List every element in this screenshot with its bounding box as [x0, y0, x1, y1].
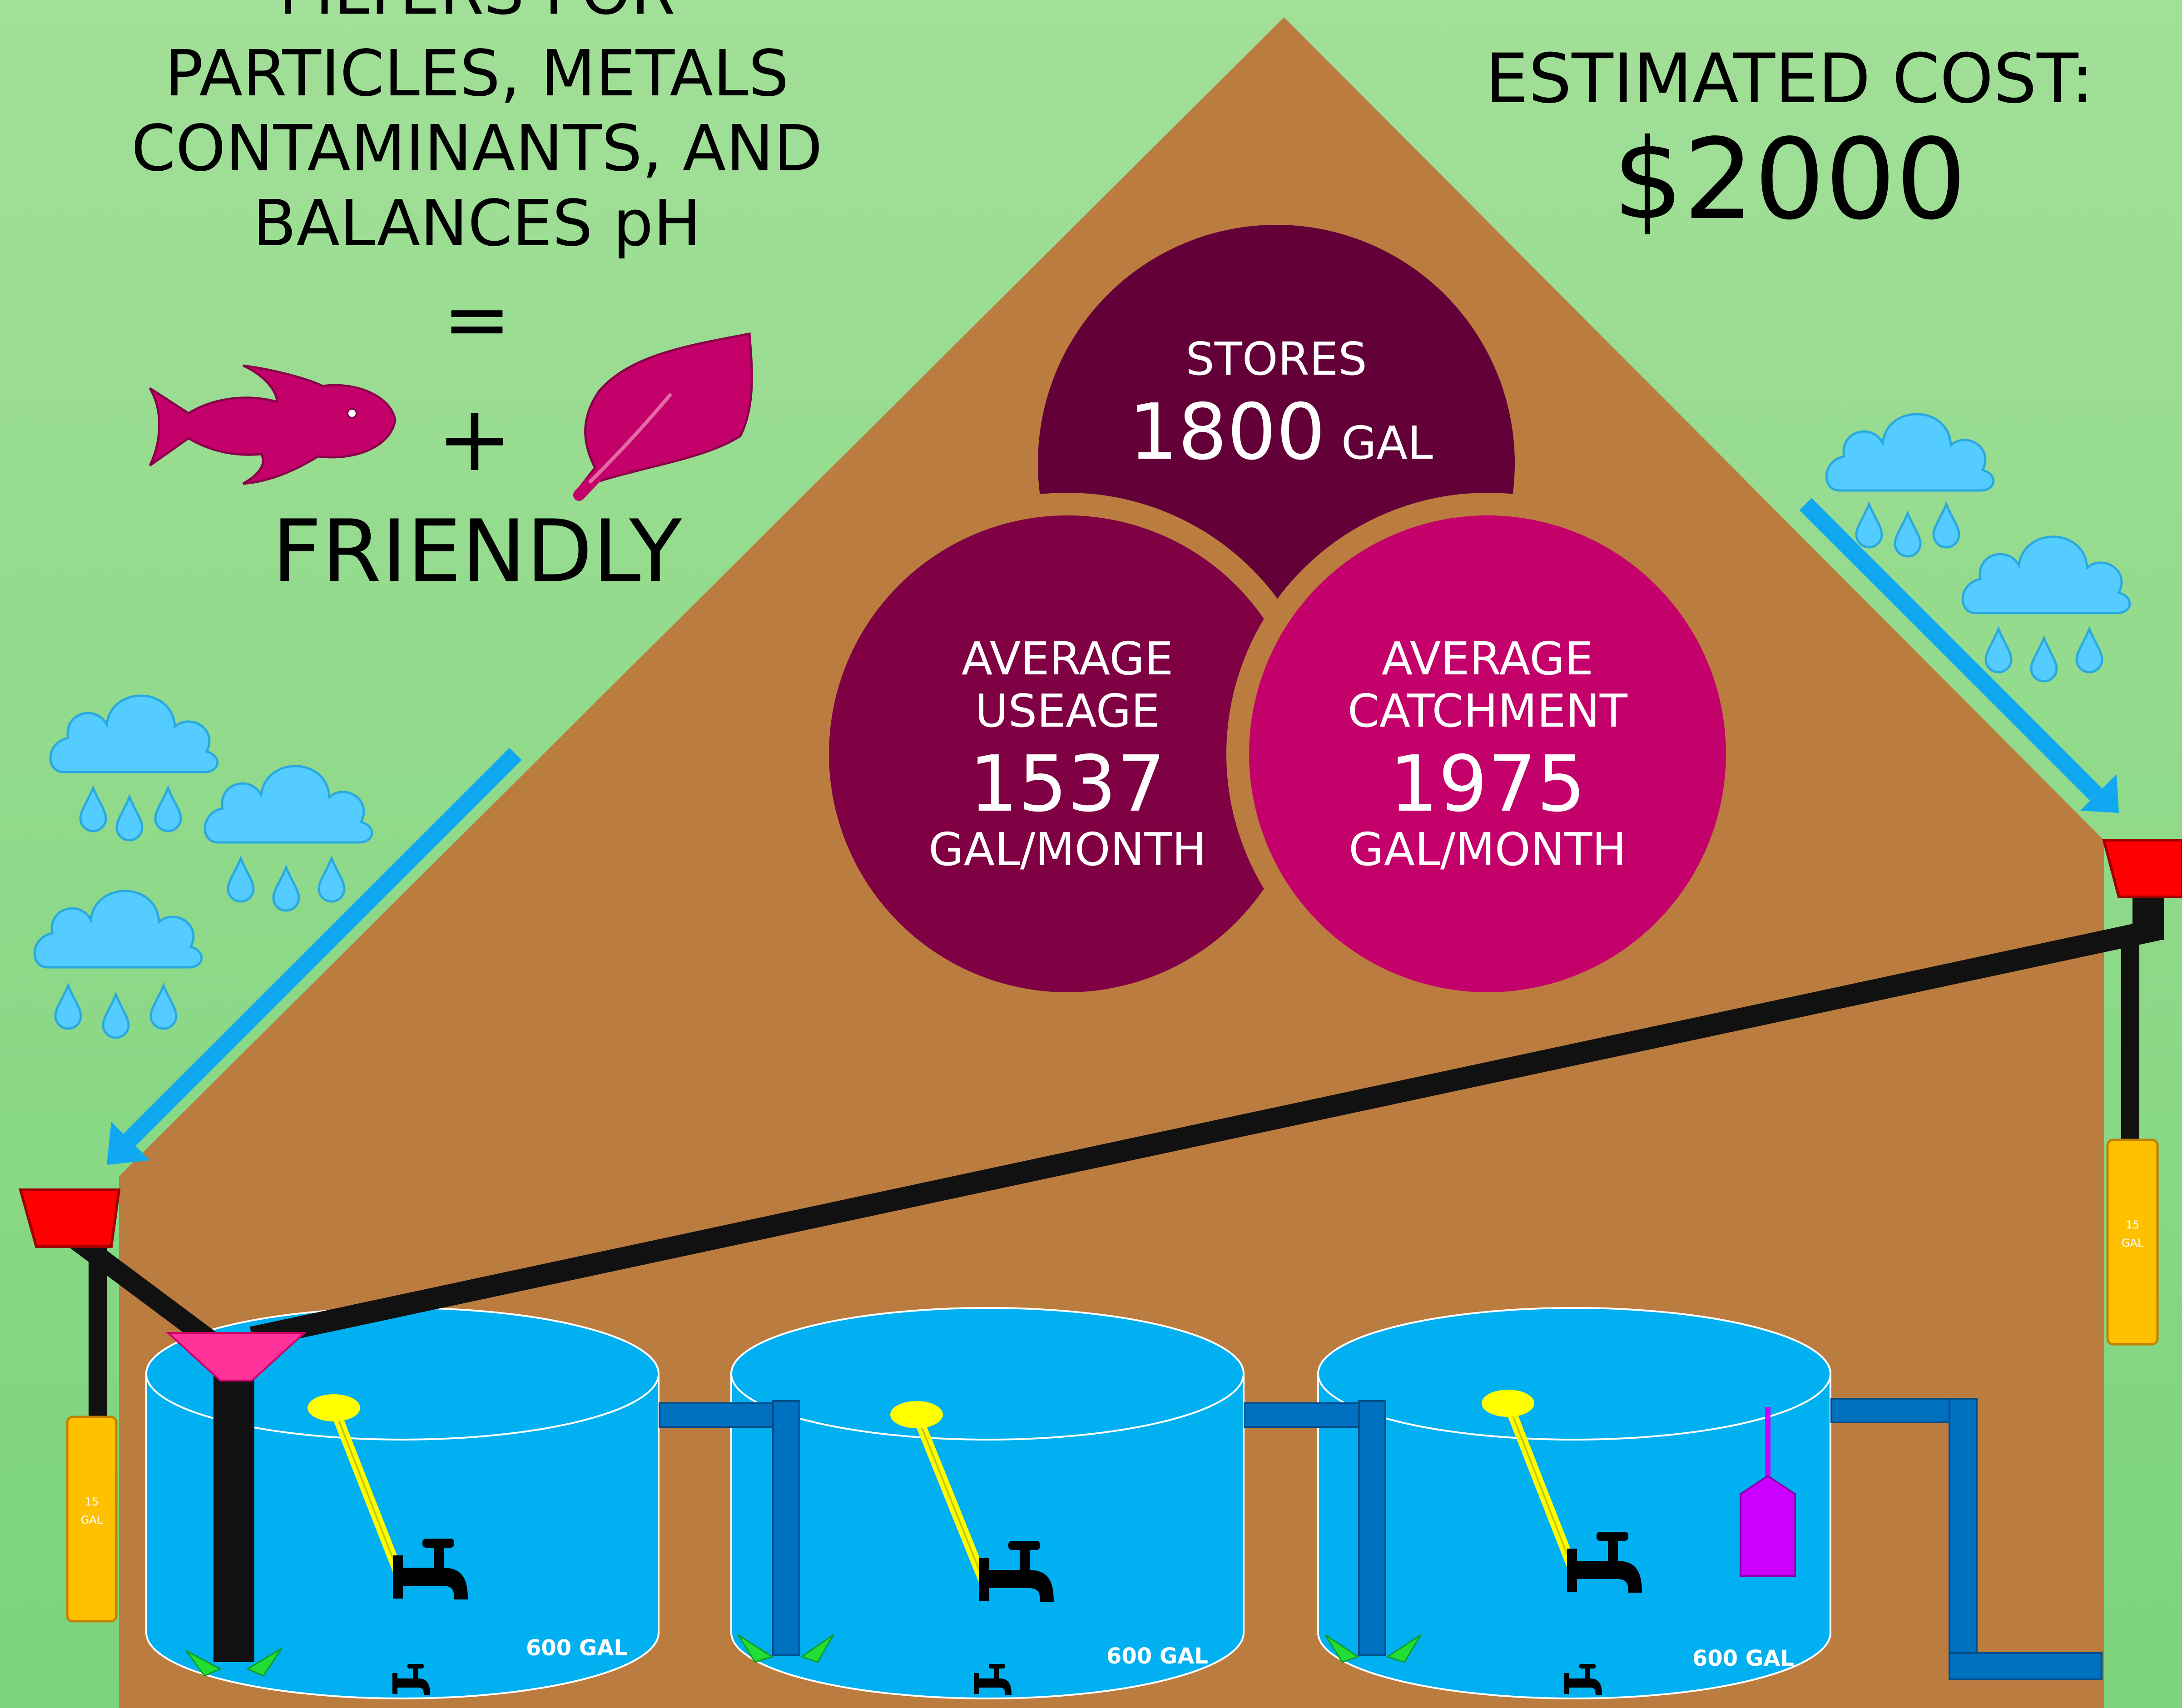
- flush-left-value: 15: [85, 1495, 99, 1508]
- catchment-value: 1975: [1389, 739, 1586, 829]
- tank-3-label: 600 GAL: [1692, 1646, 1794, 1671]
- estimated-cost-label: ESTIMATED COST:: [1485, 40, 2094, 119]
- catchment-unit: GAL/MONTH: [1349, 823, 1626, 876]
- usage-line-2: USEAGE: [975, 684, 1160, 738]
- filter-line-2: PARTICLES, METALS: [165, 37, 789, 111]
- estimated-cost-value: $2000: [1612, 115, 1966, 244]
- catchment-line-1: AVERAGE: [1382, 632, 1593, 685]
- catchment-line-2: CATCHMENT: [1348, 684, 1628, 738]
- usage-line-1: AVERAGE: [962, 632, 1173, 685]
- friendly-label: FRIENDLY: [272, 501, 682, 602]
- plus-sign: +: [436, 386, 513, 492]
- flush-right-value: 15: [2126, 1218, 2140, 1231]
- first-flush-diverter-left: 15 GAL: [67, 1417, 116, 1621]
- stores-label: STORES: [1185, 332, 1367, 386]
- first-flush-diverter-right: 15 GAL: [2108, 1140, 2157, 1344]
- tank-1-label: 600 GAL: [526, 1635, 628, 1661]
- flush-right-unit: GAL: [2122, 1237, 2144, 1249]
- gutter-left: [20, 1190, 119, 1247]
- filter-line-3: CONTAMINANTS, AND: [131, 112, 823, 186]
- tank-2: [731, 1308, 1244, 1698]
- filter-line-4: BALANCES pH: [253, 187, 701, 261]
- usage-value: 1537: [969, 739, 1166, 829]
- equals-sign: =: [443, 272, 511, 367]
- stores-unit: GAL: [1341, 416, 1433, 470]
- flush-left-unit: GAL: [81, 1514, 103, 1526]
- tank-2-label: 600 GAL: [1106, 1644, 1208, 1669]
- gutter-right: [2104, 840, 2182, 897]
- stores-number: 1800: [1129, 387, 1325, 477]
- filter-line-1: FILTERS FOR: [278, 0, 675, 29]
- usage-unit: GAL/MONTH: [928, 823, 1206, 876]
